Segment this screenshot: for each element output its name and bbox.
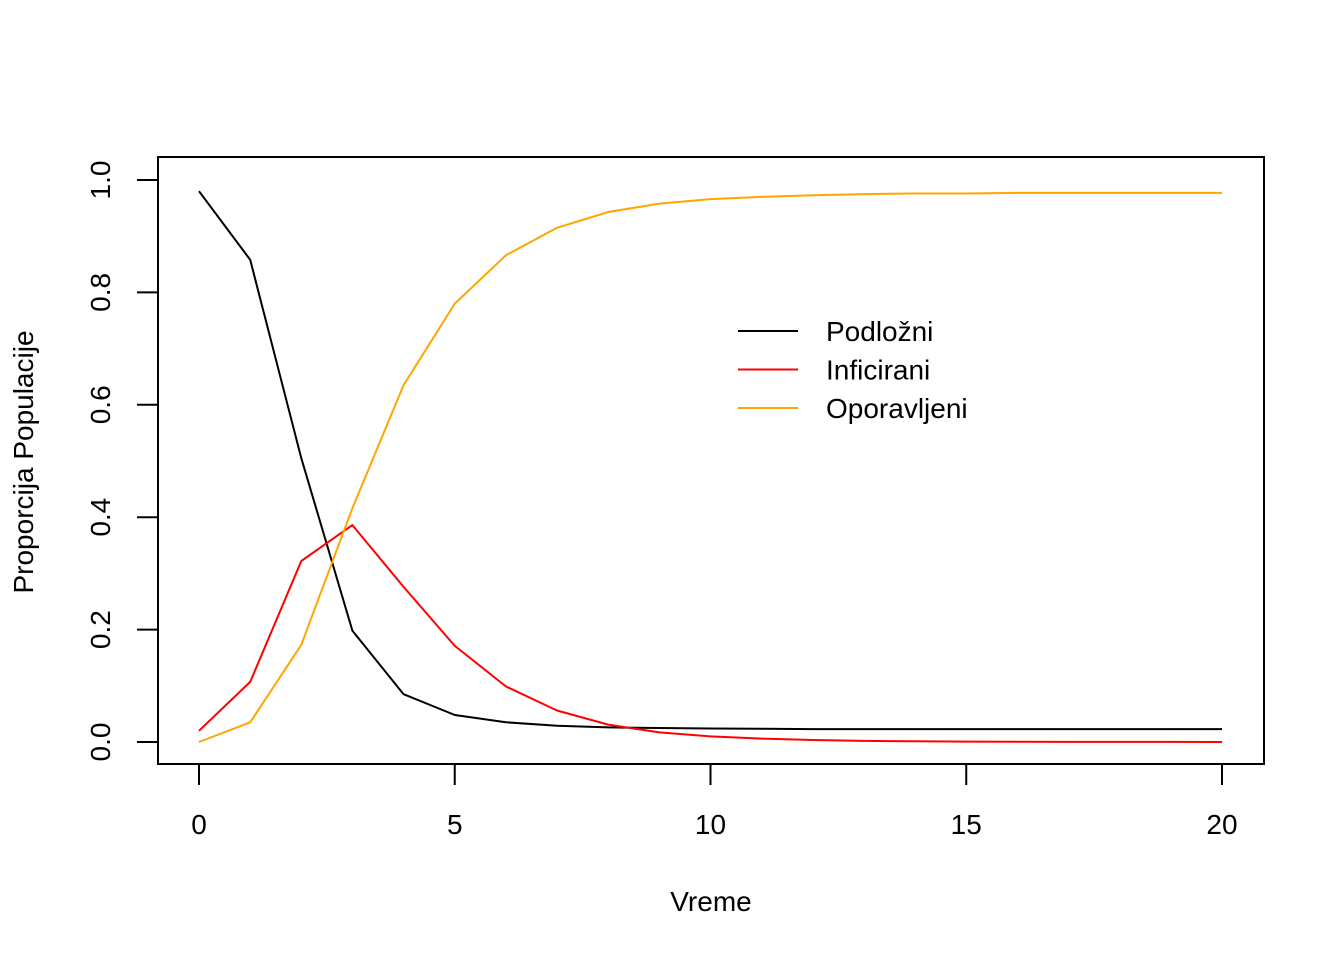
y-tick-label: 0.8 (85, 273, 116, 312)
legend-label: Oporavljeni (826, 393, 968, 424)
series-line-1 (198, 190, 1222, 731)
x-axis-title: Vreme (670, 886, 751, 917)
y-axis-title: Proporcija Populacije (8, 330, 39, 593)
plot-frame (157, 156, 1265, 765)
y-tick-label: 1.0 (85, 161, 116, 200)
x-tick-label: 0 (191, 809, 207, 840)
legend-label: Inficirani (826, 355, 930, 386)
y-tick-label: 0.4 (85, 498, 116, 537)
y-axis: 0.0 0.2 0.4 0.6 0.8 1.0 (85, 161, 159, 762)
legend-label: Podložni (826, 316, 933, 347)
series-layer (198, 190, 1223, 743)
y-tick-label: 0.2 (85, 610, 116, 649)
series-line-3 (198, 191, 1222, 743)
y-tick-label: 0.0 (85, 723, 116, 762)
x-axis: 0 5 10 15 20 (191, 763, 1238, 840)
legend: Podložni Inficirani Oporavljeni (738, 316, 968, 424)
x-tick-label: 20 (1206, 809, 1237, 840)
x-tick-label: 10 (695, 809, 726, 840)
y-tick-label: 0.6 (85, 385, 116, 424)
series-line-2 (198, 524, 1223, 743)
x-tick-label: 15 (951, 809, 982, 840)
x-tick-label: 5 (447, 809, 463, 840)
